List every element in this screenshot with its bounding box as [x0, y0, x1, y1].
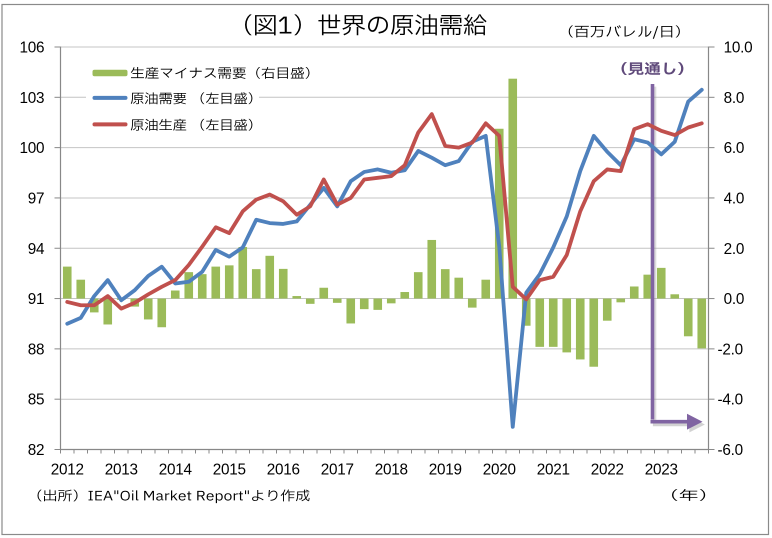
svg-text:2022: 2022: [591, 461, 624, 478]
svg-text:2020: 2020: [483, 461, 516, 478]
svg-text:88: 88: [28, 341, 45, 358]
svg-text:2021: 2021: [537, 461, 570, 478]
svg-text:106: 106: [20, 40, 45, 57]
svg-text:4.0: 4.0: [724, 190, 745, 207]
svg-text:2023: 2023: [645, 461, 678, 478]
svg-text:100: 100: [20, 140, 45, 157]
svg-text:8.0: 8.0: [724, 90, 745, 107]
svg-text:82: 82: [28, 442, 45, 459]
svg-text:2015: 2015: [213, 461, 246, 478]
svg-text:97: 97: [28, 190, 45, 207]
svg-text:2017: 2017: [321, 461, 354, 478]
svg-text:2014: 2014: [159, 461, 193, 478]
svg-text:-4.0: -4.0: [718, 392, 743, 409]
svg-text:94: 94: [28, 241, 45, 258]
svg-text:-6.0: -6.0: [718, 442, 743, 459]
svg-text:10.0: 10.0: [724, 40, 753, 57]
svg-text:2018: 2018: [375, 461, 408, 478]
svg-text:2012: 2012: [51, 461, 84, 478]
svg-text:91: 91: [28, 291, 45, 308]
svg-text:-2.0: -2.0: [718, 341, 743, 358]
svg-text:2.0: 2.0: [724, 241, 745, 258]
svg-text:103: 103: [20, 90, 45, 107]
svg-text:2016: 2016: [267, 461, 300, 478]
svg-text:85: 85: [28, 392, 45, 409]
svg-text:2013: 2013: [105, 461, 138, 478]
svg-text:2019: 2019: [429, 461, 462, 478]
svg-text:6.0: 6.0: [724, 140, 745, 157]
svg-text:0.0: 0.0: [724, 291, 745, 308]
